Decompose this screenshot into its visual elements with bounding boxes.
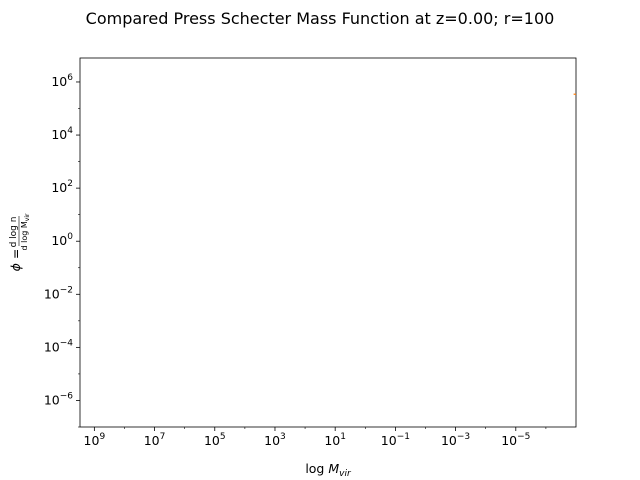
x-axis-ticks: 109 107 105 103 101 10−1 10−3 10−5 <box>84 427 547 448</box>
y-tick-label: 102 <box>51 179 73 195</box>
y-tick-label: 104 <box>51 126 73 142</box>
x-tick-label: 10−5 <box>501 432 530 448</box>
svg-text:d log n: d log n <box>9 217 19 248</box>
y-tick-label: 106 <box>51 73 73 89</box>
svg-text:ϕ =: ϕ = <box>8 249 23 272</box>
chart-title: Compared Press Schecter Mass Function at… <box>86 9 555 28</box>
x-tick-label: 105 <box>204 432 226 448</box>
y-axis-label: ϕ = d log n d log Mvir <box>8 213 31 271</box>
x-tick-label: 10−3 <box>441 432 470 448</box>
x-tick-label: 101 <box>324 432 346 448</box>
x-axis-label: log Mvir <box>305 461 352 479</box>
x-tick-label: 109 <box>84 432 106 448</box>
svg-text:d log Mvir: d log Mvir <box>20 213 31 250</box>
y-tick-label: 10−2 <box>44 285 73 301</box>
x-tick-label: 107 <box>144 432 166 448</box>
y-axis-ticks: 106 104 102 100 10−2 10−4 10−6 <box>44 73 80 428</box>
plot-frame <box>79 57 577 428</box>
y-tick-label: 100 <box>51 232 73 248</box>
y-tick-label: 10−6 <box>44 391 73 407</box>
y-tick-label: 10−4 <box>44 338 73 354</box>
x-tick-label: 10−1 <box>381 432 410 448</box>
x-tick-label: 103 <box>264 432 286 448</box>
